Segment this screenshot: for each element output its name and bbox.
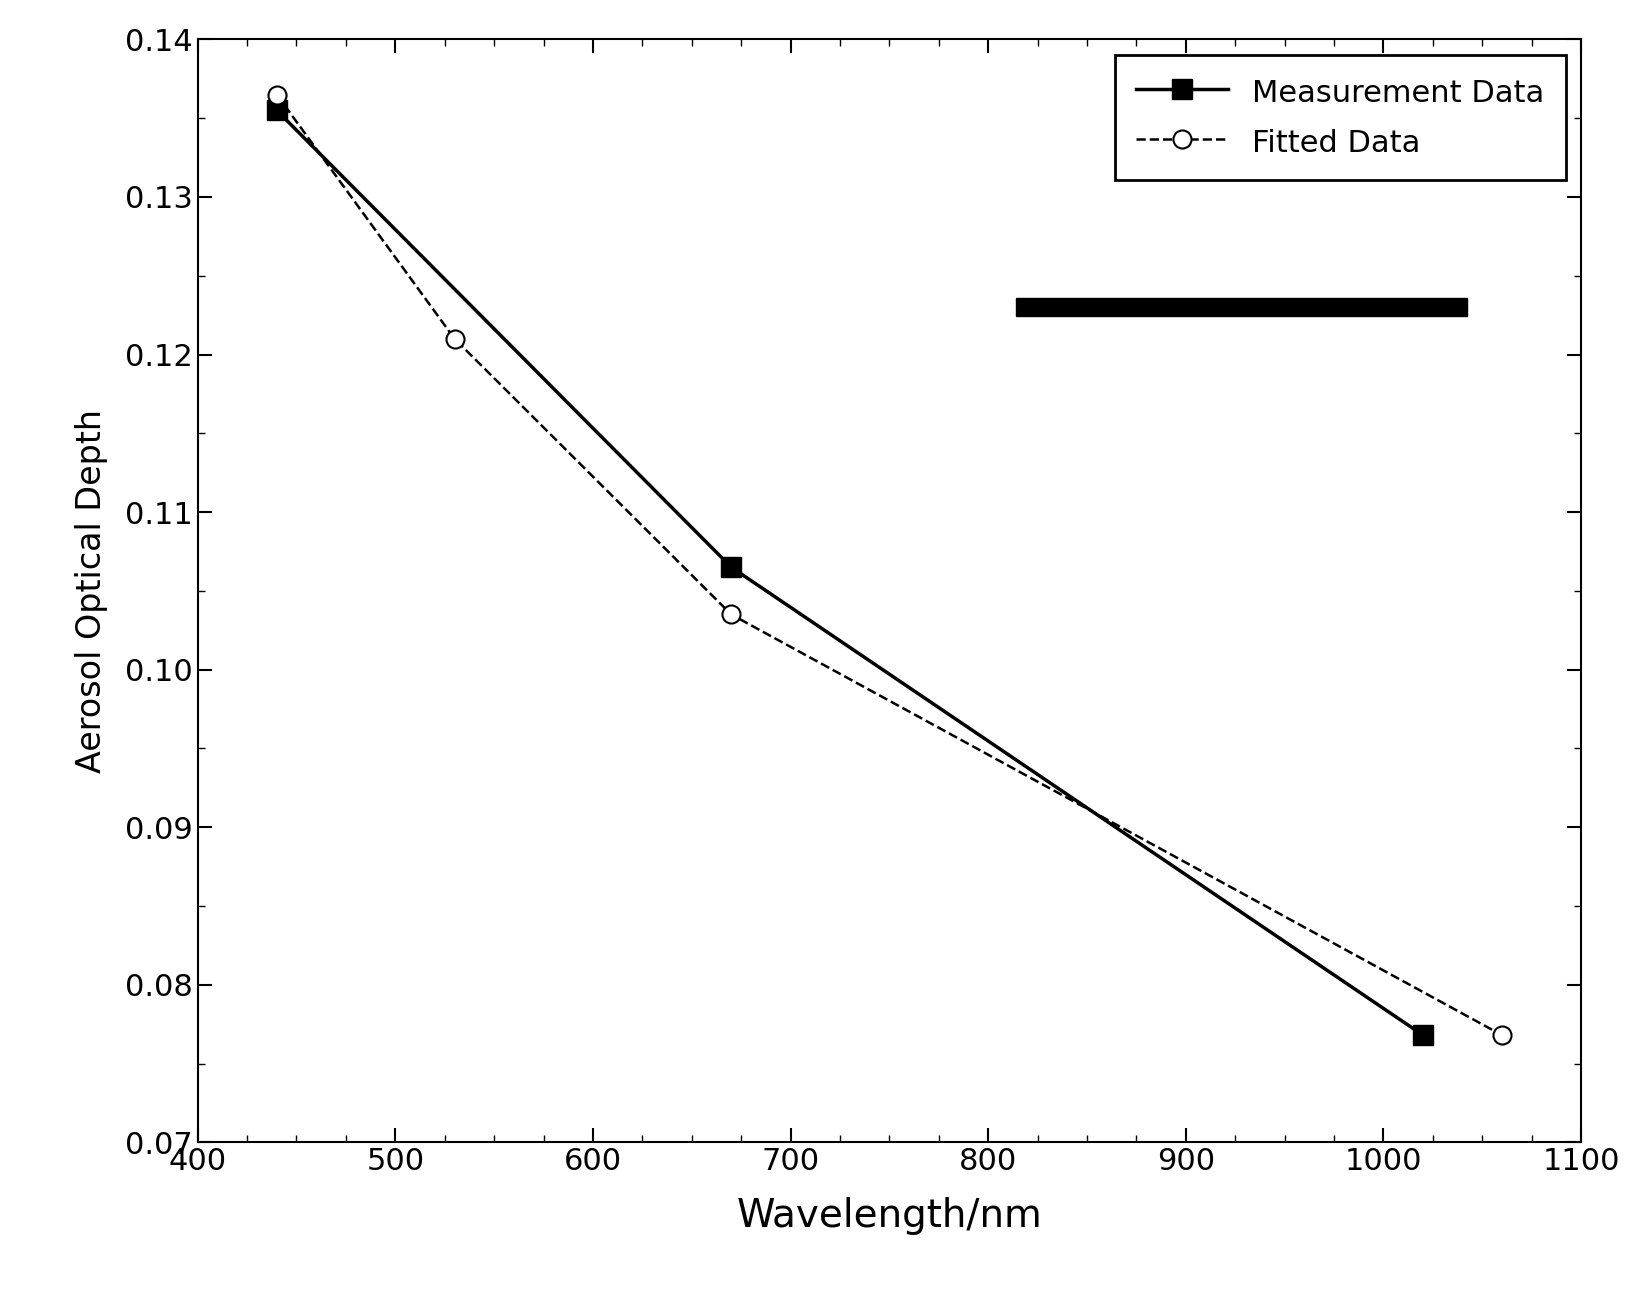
X-axis label: Wavelength/nm: Wavelength/nm bbox=[736, 1197, 1043, 1236]
Fitted Data bbox=[721, 607, 741, 622]
Line: Fitted Data: Fitted Data bbox=[268, 85, 1510, 1044]
Measurement Data bbox=[1413, 1027, 1433, 1043]
Y-axis label: Aerosol Optical Depth: Aerosol Optical Depth bbox=[76, 408, 109, 773]
Line: Measurement Data: Measurement Data bbox=[267, 101, 1433, 1045]
Fitted Data bbox=[445, 331, 464, 347]
Fitted Data bbox=[1492, 1027, 1512, 1043]
Fitted Data bbox=[267, 87, 287, 102]
Measurement Data bbox=[721, 559, 741, 575]
Legend: Measurement Data, Fitted Data: Measurement Data, Fitted Data bbox=[1115, 55, 1566, 180]
Measurement Data bbox=[267, 102, 287, 118]
